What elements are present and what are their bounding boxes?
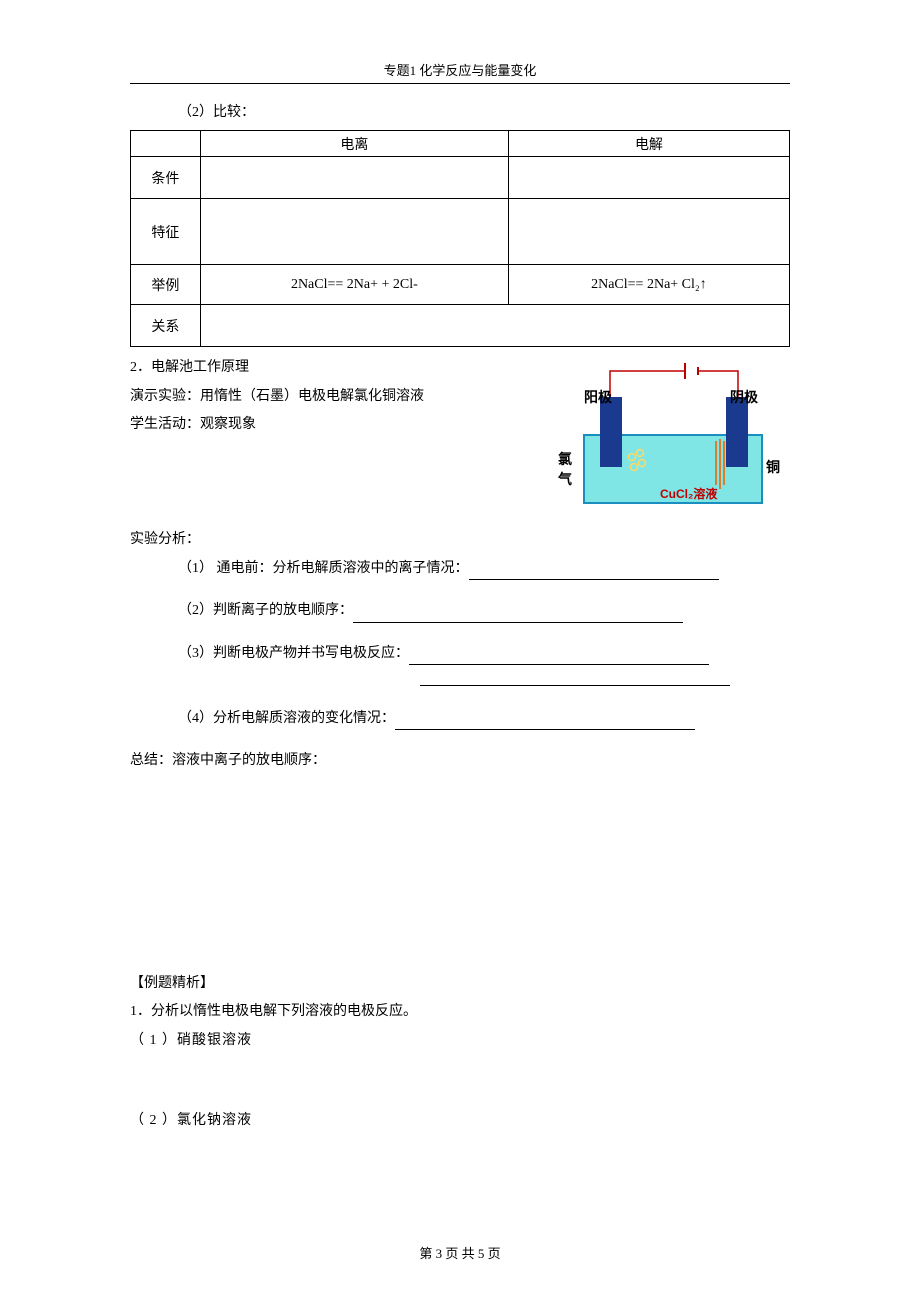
table-header-ionization: 电离 [200,131,508,157]
table-header-electrolysis: 电解 [508,131,789,157]
header-rule [130,83,790,84]
example-q1-2: （ 2 ）氯化钠溶液 [130,1110,790,1132]
analysis-item-1: （1） 通电前：分析电解质溶液中的离子情况： [178,558,790,580]
demo-text: 演示实验：用惰性（石墨）电极电解氯化铜溶液 [130,386,532,408]
row-condition-label: 条件 [131,157,201,199]
solution-label: CuCl₂溶液 [660,485,717,502]
summary-text: 总结：溶液中离子的放电顺序： [130,750,790,772]
row-condition-c1 [200,157,508,199]
principle-title: 2．电解池工作原理 [130,357,532,379]
row-relation-label: 关系 [131,305,201,347]
example-q1: 1．分析以惰性电极电解下列溶液的电极反应。 [130,1001,790,1023]
compare-label: （2）比较： [178,102,790,124]
blank-line [353,607,683,622]
analysis-item-1-text: （1） 通电前：分析电解质溶液中的离子情况： [178,561,469,576]
page-header: 专题1 化学反应与能量变化 [130,60,790,79]
row-relation-merged [200,305,789,347]
row-example-c2: 2NaCl== 2Na+ Cl₂↑ [508,265,789,305]
analysis-item-2-text: （2）判断离子的放电顺序： [178,603,353,618]
row-feature-c1 [200,199,508,265]
cathode-label: 阴极 [730,387,758,407]
page-footer: 第 3 页 共 5 页 [0,1243,920,1262]
electrolysis-diagram: 阳极 阴极 氯气 铜 CuCl₂溶液 [540,357,790,517]
example-q1-1-text: （ 1 ）硝酸银溶液 [130,1033,252,1048]
blank-line [395,715,695,730]
examples-heading: 【例题精析】 [130,973,790,995]
gas-label: 氯气 [558,449,574,489]
metal-label: 铜 [766,457,780,477]
analysis-item-2: （2）判断离子的放电顺序： [178,600,790,622]
table-header-empty [131,131,201,157]
example-q1-2-text: （ 2 ）氯化钠溶液 [130,1113,252,1128]
row-feature-label: 特征 [131,199,201,265]
analysis-item-3: （3）判断电极产物并书写电极反应： [178,643,790,665]
analysis-item-4: （4）分析电解质溶液的变化情况： [178,708,790,730]
blank-line-continuation [420,685,730,686]
activity-text: 学生活动：观察现象 [130,414,532,436]
analysis-item-4-text: （4）分析电解质溶液的变化情况： [178,711,395,726]
row-condition-c2 [508,157,789,199]
row-feature-c2 [508,199,789,265]
blank-line [409,650,709,665]
row-example-c1: 2NaCl== 2Na+ + 2Cl- [200,265,508,305]
blank-line [469,565,719,580]
example-q1-1: （ 1 ）硝酸银溶液 [130,1030,790,1052]
analysis-item-3-text: （3）判断电极产物并书写电极反应： [178,646,409,661]
anode-label: 阳极 [584,387,612,407]
analysis-title: 实验分析： [130,529,790,551]
compare-table: 电离 电解 条件 特征 举例 2NaCl== 2Na+ + 2Cl- 2NaCl… [130,130,790,347]
row-example-label: 举例 [131,265,201,305]
